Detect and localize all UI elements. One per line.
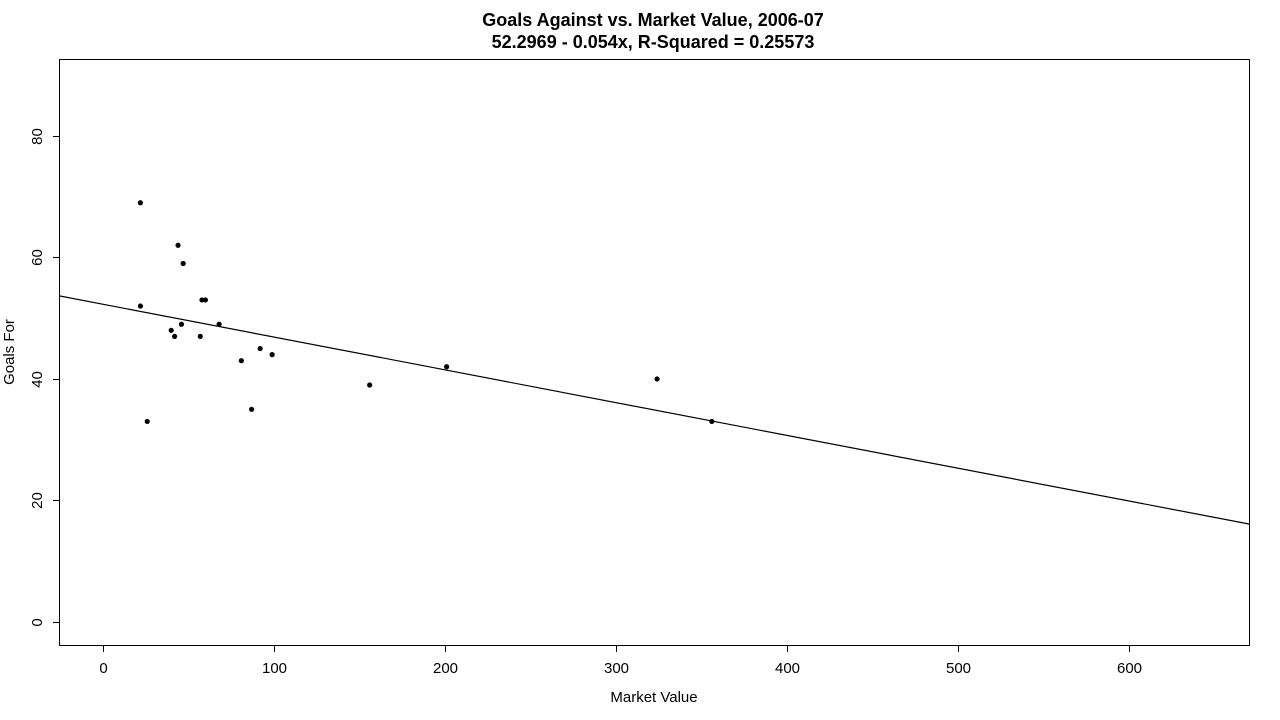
x-tick-label: 100 bbox=[262, 660, 287, 677]
data-point bbox=[202, 297, 209, 303]
y-tick-label: 20 bbox=[29, 492, 46, 509]
plot-frame bbox=[59, 59, 1250, 646]
data-point bbox=[444, 364, 450, 370]
data-point bbox=[654, 376, 660, 382]
data-point bbox=[137, 303, 144, 309]
data-point bbox=[269, 352, 275, 358]
y-tick-label: 60 bbox=[29, 249, 46, 266]
data-point bbox=[178, 321, 185, 327]
data-point bbox=[172, 333, 178, 340]
x-tick-label: 0 bbox=[99, 660, 107, 677]
points-layer bbox=[137, 200, 715, 425]
chart-title: Goals Against vs. Market Value, 2006-07 bbox=[482, 10, 824, 30]
y-tick-label: 40 bbox=[29, 371, 46, 388]
data-point bbox=[257, 345, 263, 352]
data-point bbox=[168, 327, 174, 333]
x-tick-label: 300 bbox=[604, 660, 629, 677]
data-point bbox=[180, 260, 186, 267]
y-tick-label: 80 bbox=[29, 128, 46, 145]
x-tick-label: 200 bbox=[433, 660, 458, 677]
regression-layer bbox=[59, 295, 1250, 525]
x-tick-label: 500 bbox=[946, 660, 971, 677]
y-axis: 0 20 40 60 80 bbox=[29, 128, 60, 627]
x-tick-label: 600 bbox=[1117, 660, 1142, 677]
chart-subtitle: 52.2969 - 0.054x, R-Squared = 0.25573 bbox=[492, 32, 815, 52]
x-tick-label: 400 bbox=[775, 660, 800, 677]
x-axis-title: Market Value bbox=[610, 689, 697, 706]
data-point bbox=[709, 418, 715, 425]
data-point bbox=[137, 200, 144, 206]
y-tick-label: 0 bbox=[29, 618, 46, 626]
x-axis: 0 100 200 300 400 500 600 bbox=[99, 645, 1142, 677]
data-point bbox=[249, 406, 255, 412]
data-point bbox=[238, 358, 244, 364]
data-point bbox=[216, 321, 222, 327]
data-point bbox=[175, 242, 181, 248]
regression-line bbox=[59, 295, 1250, 525]
y-axis-title: Goals For bbox=[1, 319, 18, 385]
data-point bbox=[367, 382, 373, 388]
data-point bbox=[197, 333, 203, 340]
data-point bbox=[144, 418, 150, 425]
